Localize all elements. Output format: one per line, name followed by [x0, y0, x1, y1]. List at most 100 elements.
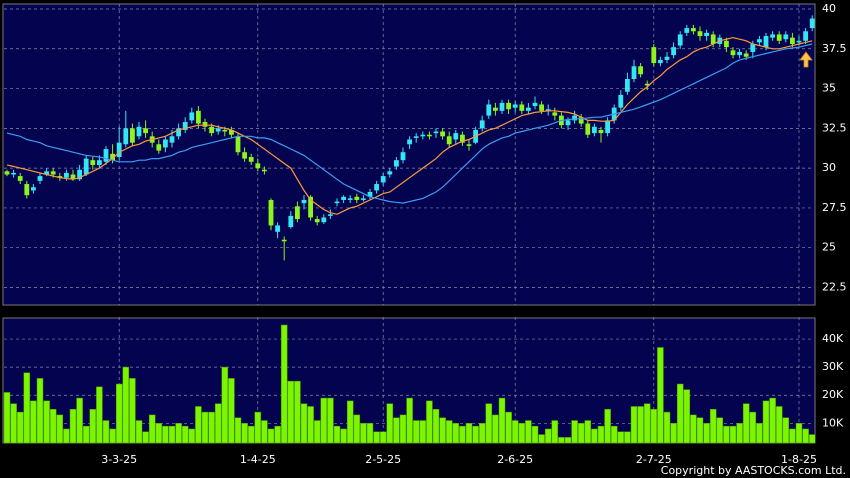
volume-bar [465, 423, 473, 444]
volume-bar [492, 414, 499, 444]
candle-body [136, 126, 142, 137]
volume-bar [551, 420, 559, 444]
candle-body [446, 136, 452, 145]
candle-body [229, 129, 234, 135]
y-tick-label: 25 [822, 241, 836, 254]
volume-bar [657, 347, 664, 444]
candle-body [275, 225, 280, 232]
candle-body [552, 112, 558, 116]
volume-bar [43, 400, 50, 444]
volume-bar [188, 428, 196, 444]
volume-bar [69, 409, 77, 444]
candle-body [638, 66, 643, 75]
volume-bar [716, 417, 724, 444]
volume-bar [109, 428, 116, 444]
volume-bar [294, 380, 301, 444]
candle-body [499, 102, 505, 111]
candle-body [143, 128, 148, 134]
volume-bar [564, 437, 572, 444]
volume-bar [802, 428, 809, 444]
volume-bar [749, 411, 757, 444]
volume-bar [485, 403, 493, 444]
candle-body [394, 160, 399, 167]
volume-bar [478, 423, 486, 444]
volume-bar [709, 409, 717, 444]
volume-bar [769, 397, 776, 444]
volume-bar [584, 420, 592, 444]
candle-body [460, 134, 465, 143]
volume-bar [320, 397, 328, 444]
volume-bar [742, 403, 750, 444]
x-tick-label: 1-8-25 [781, 453, 817, 466]
candle-body [796, 40, 802, 43]
volume-bar [267, 428, 275, 444]
candle-body [743, 53, 749, 57]
volume-bar [201, 411, 209, 444]
candle-body [123, 128, 129, 145]
candle-body [130, 128, 135, 143]
volume-bar [155, 423, 163, 444]
moving-average-line [6, 43, 813, 204]
candle-body [704, 32, 709, 37]
candle-body [321, 217, 327, 223]
candle-body [281, 239, 287, 242]
y-tick-label: 30 [822, 161, 836, 174]
volume-bar [432, 409, 440, 444]
volume-bar [280, 324, 288, 444]
volume-bar [518, 423, 526, 444]
volume-bar [274, 425, 281, 444]
candle-body [169, 136, 175, 143]
y-tick-label: 27.5 [822, 201, 847, 214]
volume-bar [445, 420, 453, 444]
candle-body [77, 169, 82, 180]
candle-body [578, 117, 584, 124]
volume-bar [670, 423, 677, 444]
volume-bar [366, 423, 374, 444]
volume-bar [505, 411, 512, 444]
candle-body [809, 18, 815, 29]
candle-body [453, 133, 459, 140]
candle-body [770, 34, 775, 38]
candle-body [37, 176, 43, 181]
volume-bar [808, 434, 816, 444]
candle-body [4, 171, 10, 175]
candle-body [413, 136, 419, 138]
volume-bar [135, 420, 143, 444]
candle-body [328, 214, 333, 216]
volume-bar [96, 386, 103, 444]
volume-bar [313, 420, 321, 444]
y-tick-label: 35 [822, 82, 836, 95]
candle-body [585, 123, 591, 135]
volume-bar [23, 372, 31, 444]
candle-body [354, 196, 360, 200]
candle-body [737, 51, 742, 56]
volume-bar [498, 397, 506, 444]
candle-body [440, 131, 445, 137]
volume-bar [214, 403, 222, 444]
y-tick-label: 40K [822, 332, 844, 345]
x-tick-label: 2-5-25 [365, 453, 401, 466]
candle-body [196, 110, 201, 124]
volume-bar [181, 425, 189, 444]
candle-body [565, 120, 571, 126]
x-tick-label: 2-7-25 [636, 453, 672, 466]
candle-body [301, 199, 307, 204]
volume-bar [795, 423, 803, 444]
volume-bar [723, 425, 730, 444]
volume-bar [49, 409, 57, 444]
volume-bar [148, 414, 156, 444]
volume-bar [142, 431, 149, 444]
candle-body [295, 206, 300, 220]
candle-body [506, 102, 511, 110]
candle-body [235, 136, 241, 153]
candle-body [380, 176, 386, 183]
candle-body [268, 199, 274, 226]
candle-body [83, 158, 89, 175]
candle-body [90, 160, 96, 165]
y-tick-label: 22.5 [822, 280, 847, 293]
candle-body [592, 126, 597, 134]
copyright: Copyright by AASTOCKS.com Ltd. [661, 464, 846, 477]
volume-bar [129, 378, 136, 444]
candle-body [730, 50, 736, 56]
